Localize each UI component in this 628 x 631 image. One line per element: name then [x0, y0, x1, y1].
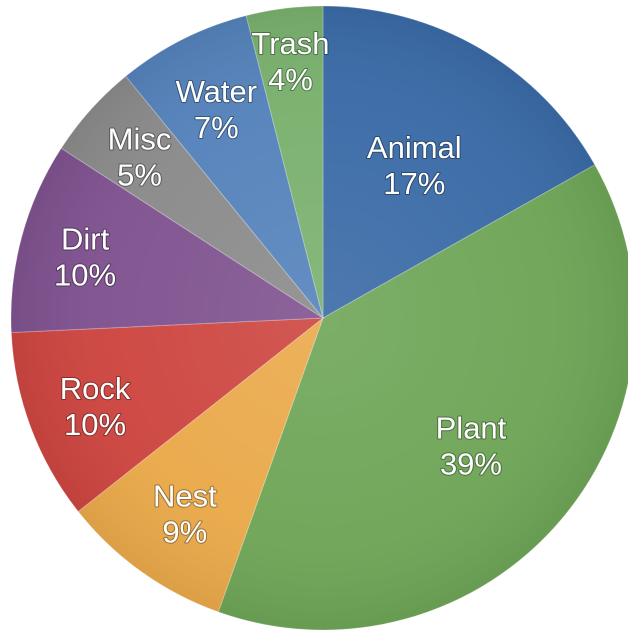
slice-label-misc: Misc	[108, 121, 172, 156]
slice-label-plant: Plant	[436, 411, 507, 446]
slice-value-animal: 17%	[383, 166, 445, 201]
labels-layer: Animal17%Plant39%Nest9%Rock10%Dirt10%Mis…	[53, 25, 508, 551]
slices-layer	[10, 5, 628, 631]
slice-label-water: Water	[176, 74, 258, 109]
slice-value-plant: 39%	[440, 447, 502, 482]
slice-label-rock: Rock	[60, 371, 131, 406]
slice-value-dirt: 10%	[54, 258, 116, 293]
slice-value-water: 7%	[194, 110, 239, 145]
slice-label-animal: Animal	[367, 130, 462, 165]
slice-value-nest: 9%	[162, 515, 207, 550]
slice-label-trash: Trash	[251, 26, 329, 61]
slice-label-nest: Nest	[153, 479, 217, 514]
slice-value-rock: 10%	[64, 407, 126, 442]
slice-label-dirt: Dirt	[61, 222, 110, 257]
slice-value-misc: 5%	[117, 157, 162, 192]
slice-value-trash: 4%	[268, 62, 313, 97]
